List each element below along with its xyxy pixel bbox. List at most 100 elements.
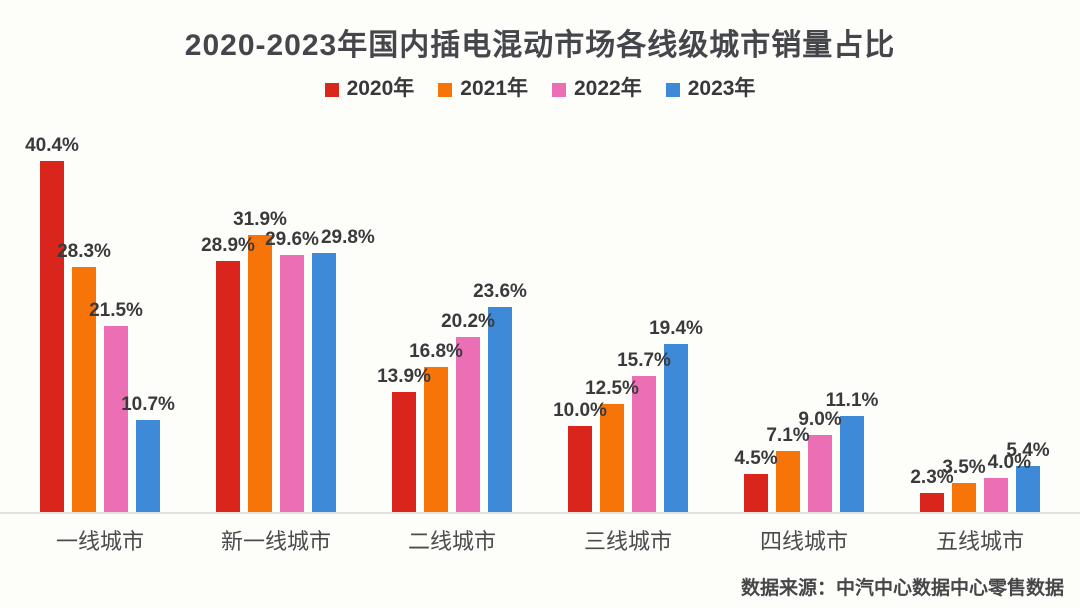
value-label: 40.4% (25, 135, 79, 157)
bar-cell: 10.0% (553, 130, 607, 513)
bar (840, 416, 864, 513)
bar-group-3: 10.0% 12.5% 15.7% 19.4% (553, 130, 703, 513)
bar-cell: 13.9% (377, 130, 431, 513)
bar-cell: 21.5% (89, 130, 143, 513)
legend-item-3: 2023年 (665, 76, 756, 102)
bar-cell: 4.0% (984, 130, 1031, 513)
value-label: 21.5% (89, 299, 143, 321)
value-label: 4.0% (987, 452, 1031, 474)
bar (808, 434, 832, 513)
bar (776, 451, 800, 513)
bar (920, 493, 944, 513)
bar-cell: 7.1% (766, 130, 810, 513)
bar-cell: 29.8% (312, 130, 375, 513)
bar-cell: 28.9% (201, 130, 255, 513)
legend-item-label: 2021年 (460, 77, 528, 100)
value-label: 20.2% (441, 311, 495, 333)
value-label: 13.9% (377, 365, 431, 387)
bar-group-5: 2.3% 3.5% 4.0% 5.4% (910, 130, 1050, 513)
bar-group-0: 40.4% 28.3% 21.5% 10.7% (25, 130, 175, 513)
bar-cell: 11.1% (826, 130, 878, 513)
bar-group-2: 13.9% 16.8% 20.2% 23.6% (377, 130, 527, 513)
bar-cell: 16.8% (409, 130, 463, 513)
category-label-1: 新一线城市 (220, 529, 331, 554)
bar (632, 376, 656, 513)
bar (248, 235, 272, 513)
value-label: 23.6% (473, 281, 527, 303)
legend-swatch-icon (324, 83, 339, 97)
bar (984, 478, 1008, 513)
value-label: 28.3% (57, 240, 111, 262)
value-label: 29.6% (265, 229, 319, 251)
value-label: 29.8% (320, 227, 375, 249)
bar (40, 161, 64, 513)
value-label: 2.3% (910, 466, 954, 488)
bar-cell: 15.7% (617, 130, 671, 513)
bar-cell: 20.2% (441, 130, 495, 513)
bar (744, 473, 768, 513)
bar (312, 253, 336, 513)
bar (136, 419, 160, 513)
category-label-2: 二线城市 (407, 529, 496, 554)
value-label: 31.9% (233, 209, 287, 231)
bar-cell: 2.3% (910, 130, 954, 513)
bar-cell: 10.7% (121, 130, 175, 513)
legend-item-0: 2020年 (324, 76, 415, 102)
bar (216, 261, 240, 513)
x-axis-line (0, 512, 1080, 514)
bar (1016, 466, 1040, 513)
category-label-4: 四线城市 (759, 529, 848, 554)
bar-cell: 31.9% (233, 130, 287, 513)
bar-cell: 23.6% (473, 130, 527, 513)
bar-cell: 19.4% (649, 130, 703, 513)
bar (280, 255, 304, 513)
bar-cell: 4.5% (734, 130, 778, 513)
category-axis: 一线城市 新一线城市 二线城市 三线城市 四线城市 五线城市 (40, 529, 1040, 555)
bar (568, 425, 592, 513)
value-label: 10.7% (121, 393, 175, 415)
legend-swatch-icon (665, 83, 680, 97)
value-label: 9.0% (798, 408, 842, 430)
plot-area: 40.4% 28.3% 21.5% 10.7% 28.9% 31.9% 29.6% 29.8%… (25, 130, 1050, 513)
bar-cell: 29.6% (265, 130, 319, 513)
legend-item-label: 2023年 (687, 77, 756, 100)
category-label-3: 三线城市 (583, 529, 672, 554)
value-label: 19.4% (649, 318, 703, 340)
bar (664, 344, 688, 513)
bar-cell: 28.3% (57, 130, 111, 513)
value-label: 5.4% (1006, 439, 1050, 461)
bar-group-4: 4.5% 7.1% 9.0% 11.1% (734, 130, 878, 513)
value-label: 4.5% (734, 447, 778, 469)
legend-item-1: 2021年 (438, 76, 528, 102)
chart-title: 2020-2023年国内插电混动市场各线级城市销量占比 (184, 29, 896, 62)
bar (600, 404, 624, 513)
bar (392, 391, 416, 513)
bar (72, 266, 96, 513)
legend: 2020年 2021年 2022年 2023年 (0, 76, 1080, 102)
value-label: 3.5% (942, 456, 986, 478)
value-label: 12.5% (585, 378, 639, 400)
value-label: 28.9% (201, 235, 255, 257)
bar (104, 325, 128, 513)
bar-cell: 9.0% (798, 130, 842, 513)
category-label-0: 一线城市 (55, 529, 144, 554)
bar-group-1: 28.9% 31.9% 29.6% 29.8% (201, 130, 375, 513)
value-label: 10.0% (553, 399, 607, 421)
data-source-note: 数据来源：中汽中心数据中心零售数据 (740, 578, 1064, 599)
value-label: 11.1% (825, 390, 879, 412)
bar-cell: 40.4% (25, 130, 79, 513)
legend-swatch-icon (552, 83, 566, 97)
bar-cell: 12.5% (585, 130, 639, 513)
bar (424, 366, 448, 513)
bar (488, 307, 512, 513)
legend-item-label: 2020年 (346, 77, 415, 100)
legend-item-label: 2022年 (574, 77, 642, 100)
value-label: 7.1% (766, 425, 810, 447)
value-label: 16.8% (409, 340, 463, 362)
bar (952, 482, 976, 513)
bar-cell: 5.4% (1006, 130, 1050, 513)
legend-swatch-icon (438, 83, 453, 97)
bar (456, 337, 480, 513)
category-label-5: 五线城市 (935, 529, 1024, 554)
